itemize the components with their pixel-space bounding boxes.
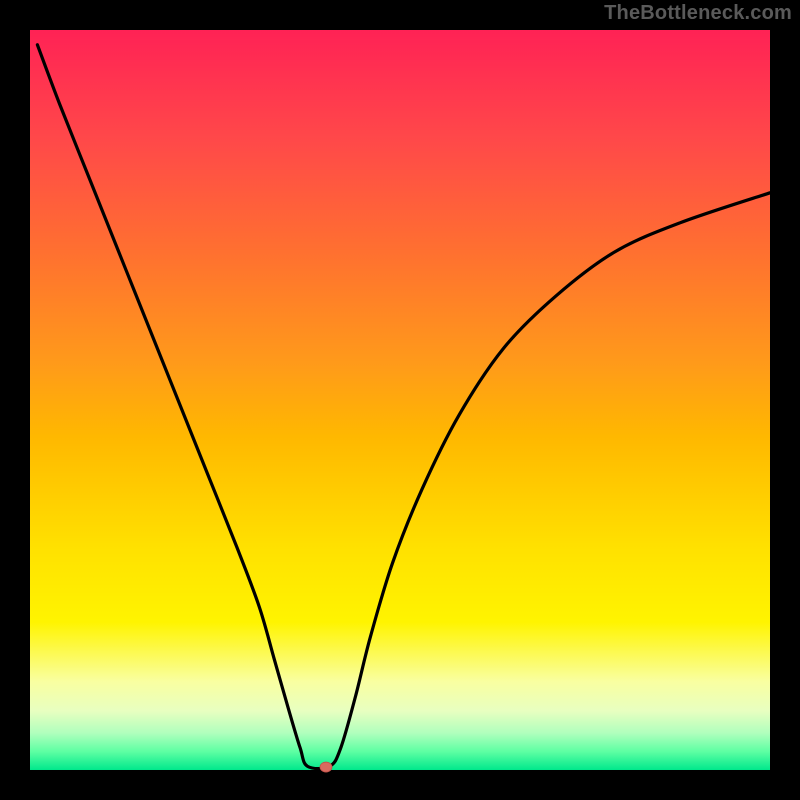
target-marker — [320, 762, 332, 772]
bottleneck-chart — [0, 0, 800, 800]
plot-background — [30, 30, 770, 770]
watermark-text: TheBottleneck.com — [604, 2, 792, 25]
chart-container: TheBottleneck.com — [0, 0, 800, 800]
